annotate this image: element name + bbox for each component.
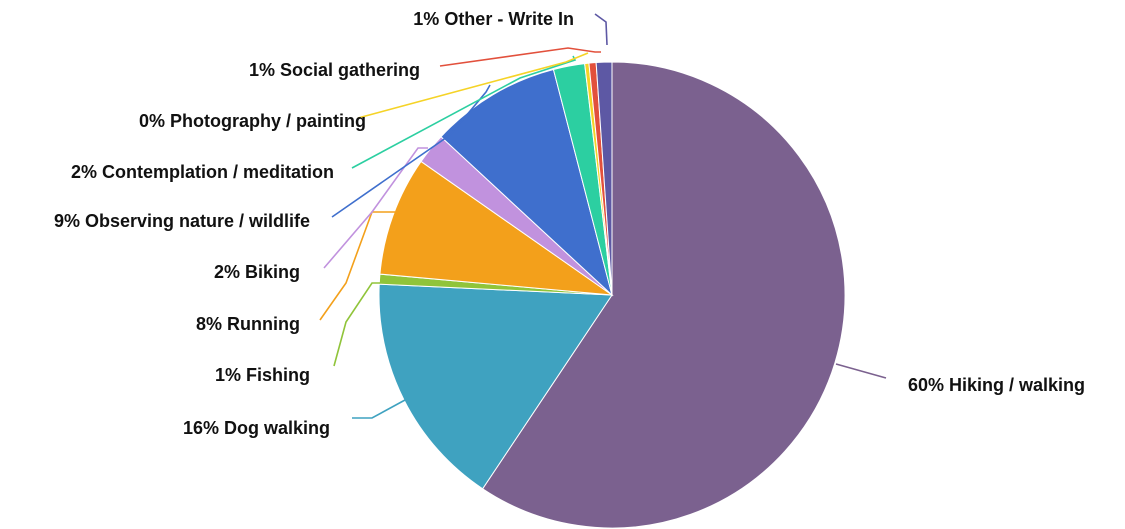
leader-line-social-gathering [439, 47, 601, 67]
leader-lines [319, 13, 887, 419]
slice-labels: 60% Hiking / walking 16% Dog walking 1% Fi… [54, 9, 1085, 438]
leader-line-dog-walking [352, 399, 406, 419]
slice-label-biking: 2% Biking [214, 262, 300, 282]
pie-slices [378, 61, 846, 529]
slice-label-social-gathering: 1% Social gathering [249, 60, 420, 80]
pie-slice-observing-nature-wildlife [440, 68, 613, 297]
slice-label-hiking-walking: 60% Hiking / walking [908, 375, 1085, 395]
slice-label-other-write-in: 1% Other - Write In [413, 9, 574, 29]
slice-label-running: 8% Running [196, 314, 300, 334]
leader-line-running [319, 211, 395, 321]
slice-label-contemplation-meditation: 2% Contemplation / meditation [71, 162, 334, 182]
leader-line-fishing [333, 282, 380, 367]
leader-line-hiking-walking [835, 363, 887, 379]
leader-line-photography-painting [357, 52, 589, 119]
slice-label-dog-walking: 16% Dog walking [183, 418, 330, 438]
pie-slice-other-write-in [595, 61, 613, 296]
slice-label-observing-nature-wildlife: 9% Observing nature / wildlife [54, 211, 310, 231]
leader-line-other-write-in [594, 13, 608, 46]
slice-label-photography-painting: 0% Photography / painting [139, 111, 366, 131]
leader-line-biking [323, 147, 428, 269]
pie-slice-running [379, 160, 614, 296]
pie-slice-hiking-walking [481, 61, 846, 529]
slice-label-fishing: 1% Fishing [215, 365, 310, 385]
leader-line-observing-nature-wildlife [331, 84, 491, 218]
